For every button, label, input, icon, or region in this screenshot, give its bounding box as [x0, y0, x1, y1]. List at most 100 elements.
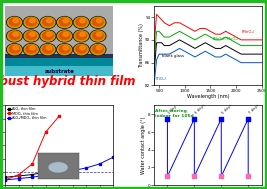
- Circle shape: [7, 44, 22, 55]
- Circle shape: [76, 18, 87, 26]
- Bar: [5, 66, 113, 76]
- Circle shape: [23, 30, 39, 42]
- Circle shape: [7, 17, 22, 28]
- AlO₃/MDO₂ thin film: [58, 172, 61, 174]
- Point: [219, 117, 223, 120]
- Bar: [5, 6, 113, 66]
- Point: [192, 117, 197, 120]
- Circle shape: [57, 44, 72, 55]
- Circle shape: [59, 32, 70, 40]
- Circle shape: [30, 32, 35, 36]
- Circle shape: [40, 44, 56, 55]
- Circle shape: [26, 18, 36, 26]
- Line: AlO₃ thin film: AlO₃ thin film: [4, 158, 60, 178]
- AlO₃/MDO₂ thin film: [71, 170, 74, 172]
- Circle shape: [96, 32, 102, 36]
- Circle shape: [43, 18, 53, 26]
- Circle shape: [96, 19, 102, 23]
- AlO₃ thin film: [58, 157, 61, 160]
- Line: MDO₂ thin film: MDO₂ thin film: [4, 115, 60, 181]
- Circle shape: [57, 30, 72, 42]
- Circle shape: [73, 17, 89, 28]
- Circle shape: [7, 17, 22, 28]
- Text: After storing
indoor for 105d: After storing indoor for 105d: [155, 109, 194, 118]
- MDO₂ thin film: [31, 163, 34, 165]
- Circle shape: [9, 18, 20, 26]
- Text: (MnSiF/MnO₂): (MnSiF/MnO₂): [213, 37, 239, 41]
- Circle shape: [93, 32, 103, 40]
- Circle shape: [24, 31, 38, 41]
- AlO₃/MDO₂ thin film: [44, 174, 47, 176]
- Circle shape: [43, 45, 53, 53]
- Circle shape: [7, 30, 22, 42]
- Circle shape: [23, 44, 39, 55]
- Circle shape: [80, 46, 85, 50]
- Circle shape: [73, 30, 89, 42]
- Circle shape: [58, 44, 72, 55]
- Circle shape: [76, 45, 87, 53]
- Y-axis label: Water contact angle (°): Water contact angle (°): [142, 117, 147, 174]
- Point: [219, 175, 223, 178]
- Circle shape: [7, 31, 22, 41]
- Circle shape: [63, 32, 69, 36]
- Circle shape: [76, 32, 87, 40]
- Text: 5 days: 5 days: [221, 103, 233, 115]
- Text: blank glass: blank glass: [162, 54, 184, 58]
- Text: (TiO₂): (TiO₂): [155, 77, 167, 81]
- Circle shape: [13, 46, 19, 50]
- MDO₂ thin film: [17, 174, 20, 176]
- Circle shape: [41, 17, 55, 28]
- Circle shape: [30, 19, 35, 23]
- Circle shape: [24, 17, 38, 28]
- Legend: AlO₃ thin film, MDO₂ thin film, AlO₃/MDO₂ thin film: AlO₃ thin film, MDO₂ thin film, AlO₃/MDO…: [7, 107, 47, 120]
- Circle shape: [9, 45, 20, 53]
- Point: [192, 175, 197, 178]
- Circle shape: [43, 32, 53, 40]
- AlO₃/MDO₂ thin film: [4, 179, 7, 181]
- Circle shape: [58, 17, 72, 28]
- Circle shape: [13, 19, 19, 23]
- Circle shape: [46, 32, 52, 36]
- Text: 7 days: 7 days: [248, 103, 260, 115]
- AlO₃ thin film: [17, 175, 20, 177]
- Circle shape: [74, 44, 88, 55]
- Circle shape: [24, 44, 38, 55]
- Point: [246, 117, 250, 120]
- Circle shape: [46, 19, 52, 23]
- Circle shape: [59, 18, 70, 26]
- Circle shape: [26, 32, 36, 40]
- Circle shape: [90, 17, 106, 28]
- Text: 1 day: 1 day: [167, 105, 178, 115]
- Circle shape: [63, 19, 69, 23]
- Circle shape: [91, 17, 105, 28]
- Circle shape: [93, 45, 103, 53]
- Circle shape: [73, 44, 89, 55]
- Circle shape: [30, 46, 35, 50]
- Circle shape: [57, 17, 72, 28]
- Bar: [5, 53, 113, 57]
- Circle shape: [58, 31, 72, 41]
- Point: [165, 117, 170, 120]
- MDO₂ thin film: [4, 179, 7, 181]
- Circle shape: [9, 32, 20, 40]
- Circle shape: [91, 44, 105, 55]
- Circle shape: [91, 31, 105, 41]
- Text: substrate: substrate: [44, 69, 74, 74]
- Circle shape: [80, 32, 85, 36]
- Circle shape: [40, 17, 56, 28]
- Circle shape: [93, 18, 103, 26]
- AlO₃ thin film: [31, 174, 34, 176]
- AlO₃/MDO₂ thin film: [31, 176, 34, 178]
- Circle shape: [80, 19, 85, 23]
- Circle shape: [63, 46, 69, 50]
- Circle shape: [13, 32, 19, 36]
- MDO₂ thin film: [44, 131, 47, 133]
- Text: 3 days: 3 days: [194, 103, 206, 115]
- Point: [246, 175, 250, 178]
- Text: (MnO₂): (MnO₂): [241, 30, 255, 34]
- Circle shape: [74, 17, 88, 28]
- Circle shape: [41, 44, 55, 55]
- Circle shape: [90, 30, 106, 42]
- Y-axis label: Transmittance (%): Transmittance (%): [139, 23, 144, 68]
- Line: AlO₃/MDO₂ thin film: AlO₃/MDO₂ thin film: [4, 156, 114, 181]
